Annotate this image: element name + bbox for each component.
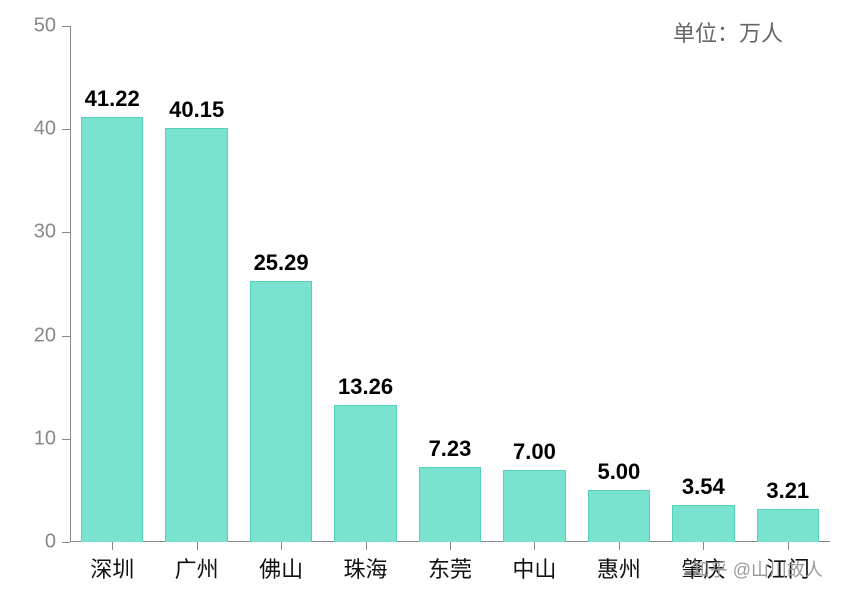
bar: 3.21 bbox=[757, 509, 819, 542]
ytick-mark bbox=[62, 439, 70, 440]
xtick-mark bbox=[366, 542, 367, 550]
bar-value-label: 3.21 bbox=[766, 478, 809, 504]
bar-value-label: 5.00 bbox=[597, 459, 640, 485]
xtick-mark bbox=[534, 542, 535, 550]
ytick-label: 0 bbox=[45, 531, 56, 554]
ytick-mark bbox=[62, 542, 70, 543]
y-axis bbox=[70, 26, 71, 542]
bar-value-label: 25.29 bbox=[254, 250, 309, 276]
bar-chart: 单位：万人 0102030405041.22深圳40.15广州25.29佛山13… bbox=[0, 0, 853, 600]
xtick-mark bbox=[703, 542, 704, 550]
xtick-mark bbox=[788, 542, 789, 550]
bar: 41.22 bbox=[81, 117, 143, 542]
xtick-mark bbox=[450, 542, 451, 550]
ytick-label: 40 bbox=[34, 118, 56, 141]
xtick-label: 佛山 bbox=[259, 552, 303, 584]
xtick-mark bbox=[281, 542, 282, 550]
ytick-mark bbox=[62, 129, 70, 130]
xtick-label: 东莞 bbox=[428, 552, 472, 584]
xtick-label: 惠州 bbox=[597, 552, 641, 584]
ytick-label: 10 bbox=[34, 427, 56, 450]
ytick-label: 50 bbox=[34, 15, 56, 38]
bar-value-label: 13.26 bbox=[338, 374, 393, 400]
bar: 13.26 bbox=[334, 405, 396, 542]
plot-area: 0102030405041.22深圳40.15广州25.29佛山13.26珠海7… bbox=[70, 26, 830, 542]
watermark-text: 知乎 @山川故人 bbox=[692, 556, 823, 582]
bar: 5.00 bbox=[588, 490, 650, 542]
ytick-label: 20 bbox=[34, 324, 56, 347]
xtick-label: 深圳 bbox=[90, 552, 134, 584]
xtick-mark bbox=[619, 542, 620, 550]
bar: 25.29 bbox=[250, 281, 312, 542]
ytick-mark bbox=[62, 26, 70, 27]
ytick-mark bbox=[62, 336, 70, 337]
bar: 40.15 bbox=[165, 128, 227, 542]
xtick-mark bbox=[197, 542, 198, 550]
xtick-mark bbox=[112, 542, 113, 550]
xtick-label: 珠海 bbox=[344, 552, 388, 584]
ytick-label: 30 bbox=[34, 221, 56, 244]
bar: 3.54 bbox=[672, 505, 734, 542]
xtick-label: 中山 bbox=[512, 552, 556, 584]
bar-value-label: 7.23 bbox=[429, 436, 472, 462]
bar: 7.23 bbox=[419, 467, 481, 542]
bar-value-label: 40.15 bbox=[169, 97, 224, 123]
bar-value-label: 41.22 bbox=[85, 86, 140, 112]
bar-value-label: 3.54 bbox=[682, 474, 725, 500]
ytick-mark bbox=[62, 232, 70, 233]
bar-value-label: 7.00 bbox=[513, 439, 556, 465]
bar: 7.00 bbox=[503, 470, 565, 542]
xtick-label: 广州 bbox=[175, 552, 219, 584]
